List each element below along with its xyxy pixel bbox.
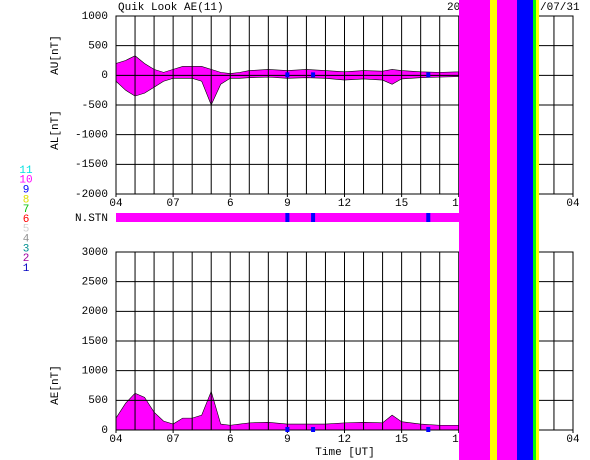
date-part: 20 (447, 2, 460, 14)
x-tick-label: 9 (284, 198, 291, 210)
plot-frame (115, 15, 574, 195)
y-axis-label: AU[nT] (50, 35, 62, 75)
x-tick-label: 15 (395, 434, 408, 446)
station-marker (311, 427, 316, 432)
station-color-label: 10 (19, 175, 32, 187)
x-tick-label: 12 (338, 198, 351, 210)
overlay-band (490, 0, 497, 460)
nstn-marker (426, 213, 431, 222)
station-color-label: 9 (23, 185, 30, 197)
x-tick-label: 15 (395, 198, 408, 210)
y-tick-label: -500 (82, 100, 108, 112)
station-color-label: 3 (23, 243, 30, 255)
x-tick-label: 9 (284, 434, 291, 446)
x-tick-label: 04 (109, 198, 123, 210)
y-tick-label: -1000 (75, 130, 108, 142)
y-tick-label: 0 (101, 70, 108, 82)
station-color-label: 4 (23, 234, 30, 246)
station-marker (426, 72, 431, 78)
station-color-label: 8 (23, 194, 30, 206)
y-tick-label: 2500 (82, 277, 108, 289)
overlay-band (533, 0, 536, 460)
nstn-marker (311, 213, 316, 222)
y-tick-label: 0 (101, 425, 108, 437)
date-part: /07/31 (540, 2, 580, 14)
y-tick-label: -2000 (75, 189, 108, 201)
station-marker (311, 72, 316, 78)
overlay-band (497, 0, 517, 460)
nstn-marker (285, 213, 290, 222)
x-tick-label: 04 (109, 434, 123, 446)
overlay-band (536, 0, 539, 460)
x-tick-label: 6 (227, 434, 234, 446)
station-marker (285, 72, 290, 78)
station-color-label: 1 (23, 263, 30, 275)
x-tick-label: 12 (338, 434, 351, 446)
y-axis-label: AE[nT] (50, 365, 62, 405)
nstn-label: N.STN (75, 213, 108, 225)
y-tick-label: 3000 (82, 247, 108, 259)
station-color-label: 7 (23, 204, 30, 216)
x-axis-label: Time [UT] (315, 447, 374, 459)
station-color-label: 11 (19, 165, 33, 177)
station-color-label: 5 (23, 224, 30, 236)
station-color-label: 2 (23, 253, 30, 265)
plot-frame (115, 251, 574, 431)
y-tick-label: -1500 (75, 159, 108, 171)
y-axis-label: AL[nT] (50, 110, 62, 150)
y-tick-label: 2000 (82, 306, 108, 318)
y-tick-label: 1000 (82, 11, 108, 23)
station-marker (426, 427, 431, 432)
y-tick-label: 500 (88, 395, 108, 407)
y-tick-label: 1500 (82, 336, 108, 348)
x-tick-label: 6 (227, 198, 234, 210)
x-tick-label: 07 (167, 434, 180, 446)
x-tick-label: 04 (566, 434, 580, 446)
chart-title: Quik Look AE(11) (118, 2, 224, 14)
y-tick-label: 500 (88, 41, 108, 53)
station-marker (285, 427, 290, 432)
x-tick-label: 04 (566, 198, 580, 210)
x-tick-label: 07 (167, 198, 180, 210)
overlay-band (459, 0, 490, 460)
overlay-band (517, 0, 533, 460)
y-tick-label: 1000 (82, 366, 108, 378)
station-color-label: 6 (23, 214, 30, 226)
